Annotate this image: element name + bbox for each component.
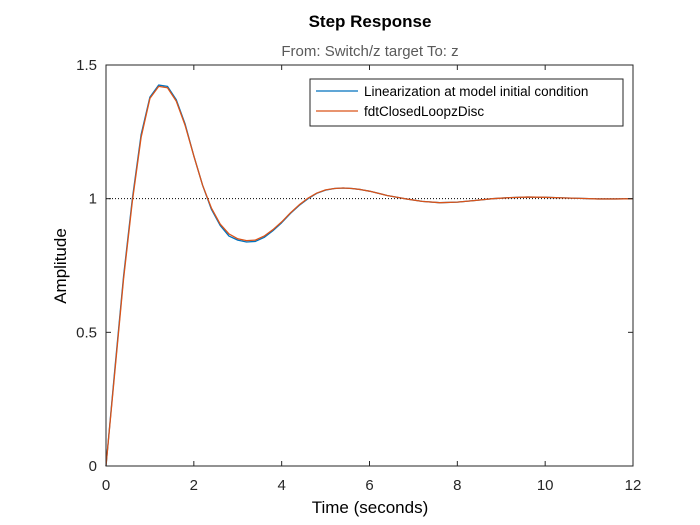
x-tick-label: 12	[625, 477, 642, 494]
x-tick-label: 8	[453, 477, 461, 494]
y-axis-label: Amplitude	[51, 228, 70, 304]
legend-label-linearization: Linearization at model initial condition	[364, 84, 588, 99]
legend: Linearization at model initial condition…	[309, 78, 624, 127]
x-tick-label: 10	[537, 477, 554, 494]
series-group	[105, 84, 634, 467]
ticks-group: 0 2 4 6 8 10 12 0 0.5 1 1.5	[76, 57, 641, 494]
y-tick-label: 1.5	[76, 57, 97, 74]
plot-frame	[105, 64, 634, 467]
legend-label-fdtclosedloopzdisc: fdtClosedLoopzDisc	[364, 104, 484, 119]
x-tick-label: 6	[365, 477, 373, 494]
y-tick-label: 0.5	[76, 324, 97, 341]
x-tick-label: 0	[102, 477, 110, 494]
chart-subtitle: From: Switch/z target To: z	[281, 43, 458, 60]
x-tick-label: 2	[190, 477, 198, 494]
series-line-fdtclosedloopzdisc	[105, 85, 634, 467]
legend-box	[309, 78, 624, 127]
y-tick-label: 1	[89, 191, 97, 208]
x-axis-label: Time (seconds)	[312, 498, 429, 517]
y-tick-label: 0	[89, 458, 97, 475]
chart-title: Step Response	[309, 12, 432, 31]
x-tick-label: 4	[277, 477, 285, 494]
plot-area	[106, 65, 633, 466]
